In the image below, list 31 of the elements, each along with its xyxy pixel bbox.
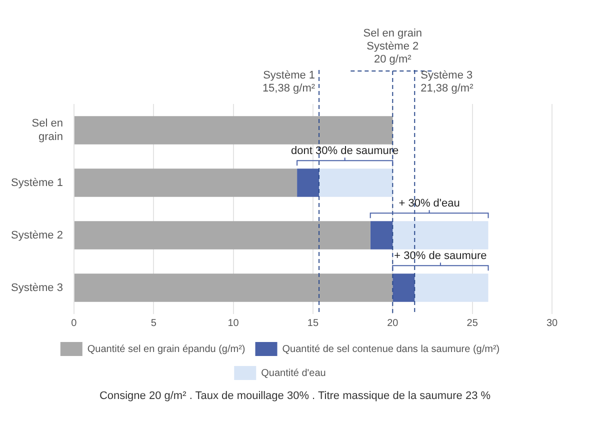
ref-line-label: Système 3 21,38 g/m²	[420, 70, 474, 95]
bar	[74, 221, 370, 250]
bar	[297, 168, 320, 197]
bar	[74, 168, 298, 197]
bar	[74, 116, 393, 144]
y-tick-label: Système 3	[10, 282, 63, 294]
text: Consigne 20 g/m² . Taux de mouillage 30% . Titre massique de la saumure 23 %	[98, 390, 492, 402]
annotation: + 30% de saumure	[394, 250, 487, 262]
legend-label: Quantité sel en grain épandu (g/m²)	[87, 344, 246, 355]
legend-label: Quantité de sel contenue dans la saumure (g/m²)	[282, 344, 500, 355]
bar	[414, 274, 488, 302]
x-tick-label: 5	[150, 318, 157, 329]
ref-line-label: Système 1 15,38 g/m²	[262, 70, 316, 95]
y-tick-label: Sel en grain	[32, 118, 63, 143]
y-tick-label: Système 1	[10, 176, 63, 189]
bar	[370, 221, 393, 250]
annotation: dont 30% de saumure	[291, 145, 399, 158]
ref-line-label: Sel en grain Système 2 20 g/m²	[363, 28, 422, 66]
bar	[319, 168, 393, 197]
x-tick-label: 20	[387, 318, 399, 329]
x-tick-label: 10	[228, 318, 240, 329]
annotation: + 30% d'eau	[398, 198, 460, 210]
bar	[74, 274, 393, 302]
y-tick-label: Système 2	[10, 229, 63, 242]
legend-label: Quantité d'eau	[261, 368, 326, 379]
x-tick-label: 0	[71, 318, 78, 329]
x-tick-label: 15	[307, 318, 319, 329]
bar	[392, 221, 488, 250]
x-tick-label: 25	[466, 318, 478, 329]
x-tick-label: 30	[546, 318, 558, 329]
bar	[392, 274, 415, 302]
